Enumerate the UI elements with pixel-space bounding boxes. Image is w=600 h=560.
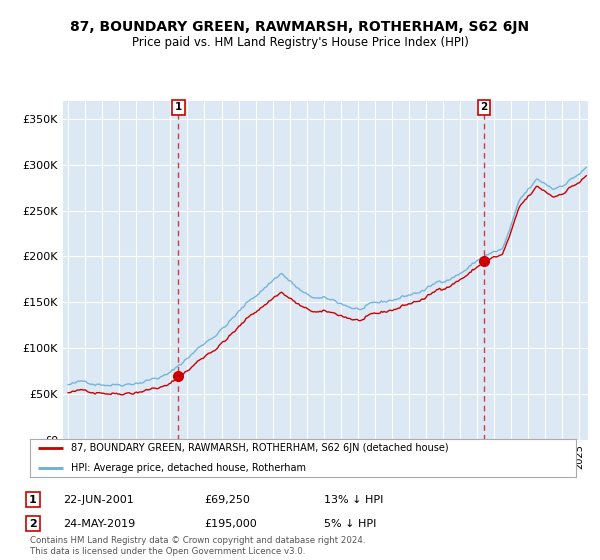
Text: 13% ↓ HPI: 13% ↓ HPI — [324, 494, 383, 505]
Text: 5% ↓ HPI: 5% ↓ HPI — [324, 519, 376, 529]
Text: This data is licensed under the Open Government Licence v3.0.: This data is licensed under the Open Gov… — [30, 547, 305, 556]
Text: 87, BOUNDARY GREEN, RAWMARSH, ROTHERHAM, S62 6JN: 87, BOUNDARY GREEN, RAWMARSH, ROTHERHAM,… — [70, 20, 530, 34]
Text: 87, BOUNDARY GREEN, RAWMARSH, ROTHERHAM, S62 6JN (detached house): 87, BOUNDARY GREEN, RAWMARSH, ROTHERHAM,… — [71, 443, 449, 453]
Text: HPI: Average price, detached house, Rotherham: HPI: Average price, detached house, Roth… — [71, 463, 306, 473]
Text: 24-MAY-2019: 24-MAY-2019 — [63, 519, 135, 529]
Text: 2: 2 — [29, 519, 37, 529]
Text: 2: 2 — [480, 102, 487, 112]
Text: Price paid vs. HM Land Registry's House Price Index (HPI): Price paid vs. HM Land Registry's House … — [131, 36, 469, 49]
Text: 22-JUN-2001: 22-JUN-2001 — [63, 494, 134, 505]
Text: Contains HM Land Registry data © Crown copyright and database right 2024.: Contains HM Land Registry data © Crown c… — [30, 536, 365, 545]
Text: 1: 1 — [175, 102, 182, 112]
Text: £69,250: £69,250 — [204, 494, 250, 505]
Text: 1: 1 — [29, 494, 37, 505]
Text: £195,000: £195,000 — [204, 519, 257, 529]
